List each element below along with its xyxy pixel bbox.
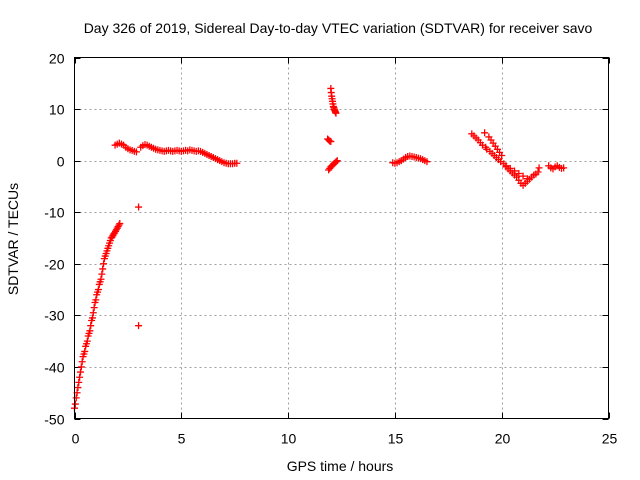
data-point (74, 384, 82, 392)
data-point (88, 314, 96, 322)
data-point (72, 394, 80, 402)
x-tick-label: 0 (72, 431, 80, 447)
data-point (76, 368, 84, 376)
data-point (332, 158, 340, 166)
x-tick-label: 25 (602, 431, 618, 447)
data-point (135, 203, 143, 211)
data-point (560, 164, 568, 172)
chart-title: Day 326 of 2019, Sidereal Day-to-day VTE… (84, 20, 593, 36)
data-point (534, 168, 542, 176)
data-point (90, 304, 98, 312)
data-point (132, 148, 140, 156)
y-axis-label: SDTVAR / TECUs (5, 183, 21, 295)
x-tick-label: 20 (495, 431, 511, 447)
y-tick-label: -30 (44, 308, 64, 324)
data-point (498, 151, 506, 159)
data-point (333, 157, 341, 165)
data-point (77, 363, 85, 371)
data-point (233, 159, 241, 167)
y-tick-label: -10 (44, 205, 64, 221)
data-point (87, 322, 95, 330)
data-point (327, 138, 335, 146)
data-point (502, 162, 510, 170)
data-point (332, 109, 340, 117)
data-point (523, 175, 531, 183)
x-axis-label: GPS time / hours (287, 458, 394, 474)
plot-frame (74, 57, 609, 419)
data-point (135, 322, 143, 330)
data-point (481, 129, 489, 137)
data-point (86, 327, 94, 335)
data-point (515, 170, 523, 178)
axis-ticks (74, 57, 610, 420)
data-point (78, 358, 86, 366)
data-point (97, 275, 105, 283)
data-point (423, 158, 431, 166)
data-point (89, 309, 97, 317)
data-point (511, 167, 519, 175)
y-tick-label: 20 (49, 51, 65, 67)
data-point (116, 220, 124, 228)
data-point (81, 347, 89, 355)
data-point (519, 172, 527, 180)
data-point (535, 164, 543, 172)
data-point (76, 373, 84, 381)
data-point (75, 378, 83, 386)
data-point (92, 296, 100, 304)
x-tick-label: 10 (281, 431, 297, 447)
y-tick-label: 0 (57, 154, 65, 170)
y-tick-label: -20 (44, 257, 64, 273)
x-tick-label: 15 (388, 431, 404, 447)
y-tick-label: -50 (44, 412, 64, 428)
y-tick-label: -40 (44, 360, 64, 376)
x-tick-labels: 0 5 10 15 20 25 (72, 431, 618, 447)
y-tick-label: 10 (49, 102, 65, 118)
data-point (83, 337, 91, 345)
data-point (99, 265, 107, 273)
data-point (115, 221, 123, 229)
data-point (100, 260, 108, 268)
data-point (506, 164, 514, 172)
data-points (71, 84, 568, 412)
x-tick-label: 5 (178, 431, 186, 447)
y-tick-labels: -50 -40 -30 -20 -10 0 10 20 (44, 51, 64, 428)
data-point (94, 286, 102, 294)
grid-lines (74, 57, 609, 419)
data-point (98, 270, 106, 278)
data-point (71, 400, 79, 408)
